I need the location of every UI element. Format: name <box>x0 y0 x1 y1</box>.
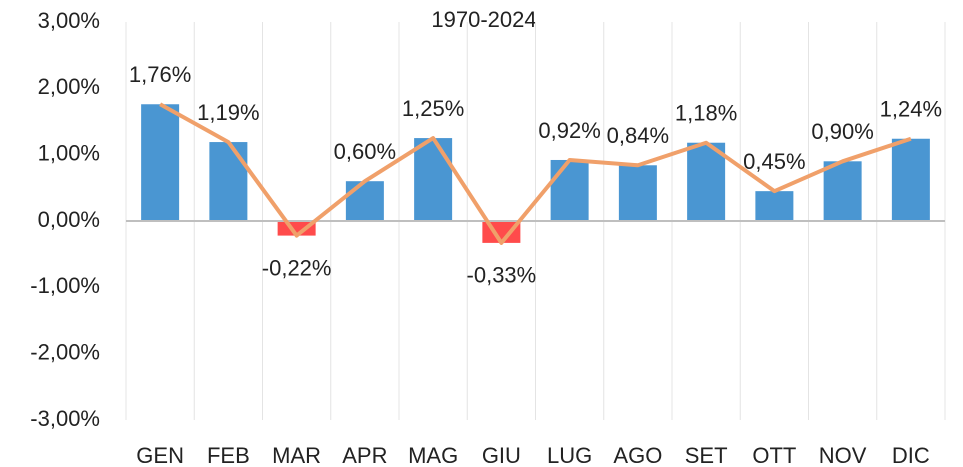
value-label: 0,90% <box>811 119 873 144</box>
x-tick-label: APR <box>342 443 387 467</box>
y-tick-label: 2,00% <box>38 74 100 99</box>
bar <box>618 165 657 221</box>
x-tick-label: SET <box>685 443 728 467</box>
bar <box>550 159 589 221</box>
chart-title: 1970-2024 <box>431 7 536 32</box>
bar <box>345 181 384 221</box>
y-tick-label: 0,00% <box>38 207 100 232</box>
trend-line <box>159 102 912 245</box>
x-tick-label: GEN <box>136 443 184 467</box>
x-tick-label: AGO <box>613 443 662 467</box>
value-label: -0,33% <box>467 263 537 288</box>
bar <box>755 191 794 221</box>
y-tick-label: 1,00% <box>38 140 100 165</box>
value-label: 1,76% <box>129 62 191 87</box>
bar <box>823 161 862 221</box>
y-tick-label: -1,00% <box>30 273 100 298</box>
y-tick-label: 3,00% <box>38 8 100 33</box>
bar <box>209 142 248 221</box>
value-label: 0,45% <box>743 149 805 174</box>
x-tick-label: DIC <box>892 443 930 467</box>
bar <box>891 138 930 221</box>
value-label: 0,92% <box>538 118 600 143</box>
value-label: 1,24% <box>880 97 942 122</box>
x-tick-label: GIU <box>482 443 521 467</box>
x-tick-label: MAR <box>272 443 321 467</box>
y-tick-label: -2,00% <box>30 339 100 364</box>
x-tick-label: FEB <box>207 443 250 467</box>
x-tick-label: NOV <box>819 443 867 467</box>
bar <box>687 142 726 221</box>
x-tick-label: OTT <box>752 443 796 467</box>
x-tick-label: LUG <box>547 443 592 467</box>
x-tick-label: MAG <box>408 443 458 467</box>
value-label: 0,84% <box>607 123 669 148</box>
y-tick-label: -3,00% <box>30 406 100 431</box>
bar <box>141 104 180 221</box>
value-label: 1,18% <box>675 101 737 126</box>
value-label: 1,25% <box>402 96 464 121</box>
value-label: 0,60% <box>334 139 396 164</box>
bar <box>414 138 453 221</box>
value-label: 1,19% <box>197 100 259 125</box>
value-label: -0,22% <box>262 255 332 280</box>
